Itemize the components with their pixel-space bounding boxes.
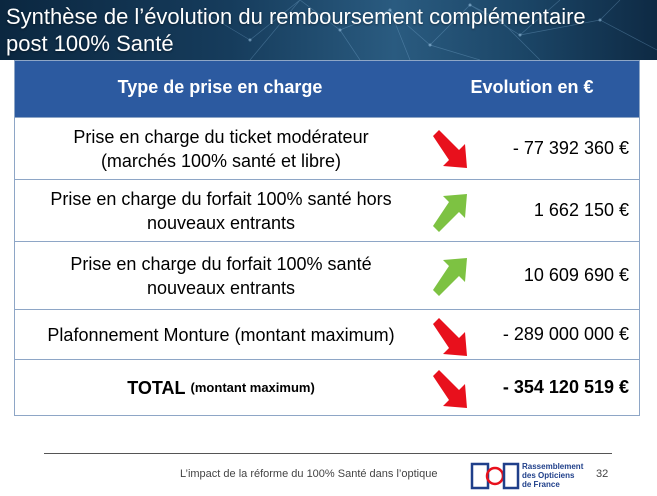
row-label-line-2: (marchés 100% santé et libre): [100, 150, 342, 171]
row-label: Plafonnement Monture (montant maximum): [15, 310, 427, 359]
row-value: - 289 000 000 €: [502, 324, 629, 344]
row-label: Prise en charge du forfait 100% santé ho…: [15, 180, 427, 241]
row-value: - 77 392 360 €: [512, 138, 629, 158]
row-label-line-1: Prise en charge du ticket modérateur: [73, 126, 369, 147]
red-down-arrow-icon: [433, 130, 467, 168]
table-row: Prise en charge du forfait 100% santé ho…: [15, 179, 639, 241]
slide-header: Synthèse de l’évolution du remboursement…: [0, 0, 657, 60]
column-header-evolution: Evolution en €: [470, 77, 594, 97]
network-background-icon: [199, 0, 657, 60]
footer-caption: L’impact de la réforme du 100% Santé dan…: [180, 468, 438, 480]
total-label-small: (montant maximum): [190, 379, 315, 395]
table-header-row: Type de prise en charge Evolution en €: [15, 61, 639, 117]
green-up-arrow-icon: [433, 194, 467, 232]
reimbursement-table: Type de prise en charge Evolution en € P…: [14, 60, 640, 416]
rof-logo-icon: [470, 462, 520, 490]
red-down-arrow-icon: [433, 370, 467, 408]
table-total-row: TOTAL (montant maximum) - 354 120 519 €: [15, 359, 639, 415]
total-label: TOTAL (montant maximum): [15, 360, 427, 415]
red-down-arrow-icon: [433, 318, 467, 356]
logo-text-line-1: Rassemblement: [522, 462, 584, 471]
logo-text: Rassemblement des Opticiens de France: [522, 462, 583, 489]
page-number: 32: [596, 468, 609, 480]
row-label-line-1: Prise en charge du forfait 100% santé: [70, 253, 372, 274]
table-row: Plafonnement Monture (montant maximum) -…: [15, 309, 639, 359]
green-up-arrow-icon: [433, 258, 467, 296]
row-label-line-2: nouveaux entrants: [146, 277, 296, 298]
table-row: Prise en charge du ticket modérateur (ma…: [15, 117, 639, 179]
slide-title-line-1: Synthèse de l’évolution du remboursement…: [6, 4, 586, 29]
logo-text-line-2: des Opticiens: [522, 471, 575, 480]
slide-title-line-2: post 100% Santé: [6, 31, 174, 56]
row-label: Prise en charge du ticket modérateur (ma…: [15, 118, 427, 179]
total-value: - 354 120 519 €: [502, 377, 629, 397]
slide-title: Synthèse de l’évolution du remboursement…: [6, 3, 651, 57]
table-row: Prise en charge du forfait 100% santé no…: [15, 241, 639, 309]
column-header-type: Type de prise en charge: [117, 77, 323, 97]
row-label-line-2: nouveaux entrants: [146, 212, 296, 233]
logo-text-line-3: de France: [522, 480, 560, 489]
row-value: 1 662 150 €: [533, 200, 629, 220]
row-label-line-1: Plafonnement Monture (montant maximum): [47, 324, 395, 345]
row-value: 10 609 690 €: [523, 265, 629, 285]
row-label-line-1: Prise en charge du forfait 100% santé ho…: [50, 188, 392, 209]
total-label-main: TOTAL: [127, 377, 186, 398]
footer-divider: [44, 453, 612, 454]
row-label: Prise en charge du forfait 100% santé no…: [15, 242, 427, 309]
